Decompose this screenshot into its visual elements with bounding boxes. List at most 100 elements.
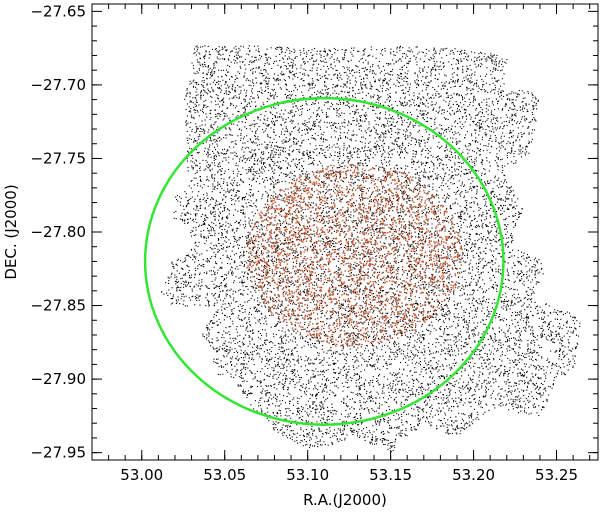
background-point xyxy=(499,253,501,255)
background-point xyxy=(325,241,327,243)
background-point xyxy=(353,374,355,376)
background-point xyxy=(437,304,439,306)
background-point xyxy=(382,318,384,320)
background-point xyxy=(256,199,258,201)
background-point xyxy=(405,391,407,393)
background-point xyxy=(511,403,513,405)
background-point xyxy=(368,229,370,231)
background-point xyxy=(457,406,459,408)
background-point xyxy=(413,99,415,101)
background-point xyxy=(418,139,420,141)
background-point xyxy=(367,271,369,273)
background-point xyxy=(350,429,352,431)
background-point xyxy=(297,411,299,413)
background-point xyxy=(324,315,326,317)
background-point xyxy=(267,92,269,94)
background-point xyxy=(348,120,350,122)
background-point xyxy=(257,190,259,192)
background-point xyxy=(264,165,266,167)
background-point xyxy=(355,220,357,222)
background-point xyxy=(480,237,482,239)
background-point xyxy=(336,112,338,114)
background-point xyxy=(384,245,386,247)
background-point xyxy=(522,374,524,376)
background-point xyxy=(509,99,511,101)
background-point xyxy=(438,163,440,165)
background-point xyxy=(346,132,348,134)
background-point xyxy=(416,334,418,336)
background-point xyxy=(477,121,479,123)
background-point xyxy=(361,258,363,260)
background-point xyxy=(370,331,372,333)
background-point xyxy=(500,344,502,346)
background-point xyxy=(226,290,228,292)
background-point xyxy=(243,107,245,109)
background-point xyxy=(333,58,335,60)
background-point xyxy=(439,50,441,52)
background-point xyxy=(362,202,364,204)
background-point xyxy=(212,346,214,348)
background-point xyxy=(437,371,439,373)
background-point xyxy=(240,293,242,295)
background-point xyxy=(227,87,229,89)
background-point xyxy=(215,94,217,96)
background-point xyxy=(374,421,376,423)
background-point xyxy=(534,374,536,376)
background-point xyxy=(428,58,430,60)
background-point xyxy=(523,132,525,134)
background-point xyxy=(320,212,322,214)
background-point xyxy=(306,152,308,154)
background-point xyxy=(506,225,508,227)
background-point xyxy=(423,61,425,63)
background-point xyxy=(318,280,320,282)
background-point xyxy=(199,185,201,187)
background-point xyxy=(504,228,506,230)
background-point xyxy=(215,199,217,201)
background-point xyxy=(406,182,408,184)
background-point xyxy=(382,79,384,81)
background-point xyxy=(492,328,494,330)
background-point xyxy=(436,208,438,210)
background-point xyxy=(444,314,446,316)
background-point xyxy=(373,267,375,269)
background-point xyxy=(475,243,477,245)
background-point xyxy=(285,126,287,128)
background-point xyxy=(464,346,466,348)
background-point xyxy=(420,161,422,163)
background-point xyxy=(259,183,261,185)
background-point xyxy=(359,189,361,191)
background-point xyxy=(265,54,267,56)
background-point xyxy=(364,402,366,404)
background-point xyxy=(306,122,308,124)
background-point xyxy=(311,67,313,69)
background-point xyxy=(263,234,265,236)
background-point xyxy=(218,349,220,351)
background-point xyxy=(300,181,302,183)
background-point xyxy=(502,301,504,303)
background-point xyxy=(301,140,303,142)
background-point xyxy=(387,156,389,158)
background-point xyxy=(358,72,360,74)
background-point xyxy=(284,240,286,242)
background-point xyxy=(419,143,421,145)
background-point xyxy=(277,358,279,360)
background-point xyxy=(461,375,463,377)
background-point xyxy=(269,241,271,243)
background-point xyxy=(538,378,540,380)
background-point xyxy=(394,358,396,360)
background-point xyxy=(521,278,523,280)
background-point xyxy=(391,201,393,203)
background-point xyxy=(318,352,320,354)
background-point xyxy=(282,386,284,388)
background-point xyxy=(363,243,365,245)
background-point xyxy=(366,114,368,116)
background-point xyxy=(457,79,459,81)
background-point xyxy=(427,157,429,159)
background-point xyxy=(267,88,269,90)
background-point xyxy=(244,363,246,365)
background-point xyxy=(490,279,492,281)
background-point xyxy=(268,360,270,362)
background-point xyxy=(427,301,429,303)
background-point xyxy=(443,253,445,255)
background-point xyxy=(458,94,460,96)
